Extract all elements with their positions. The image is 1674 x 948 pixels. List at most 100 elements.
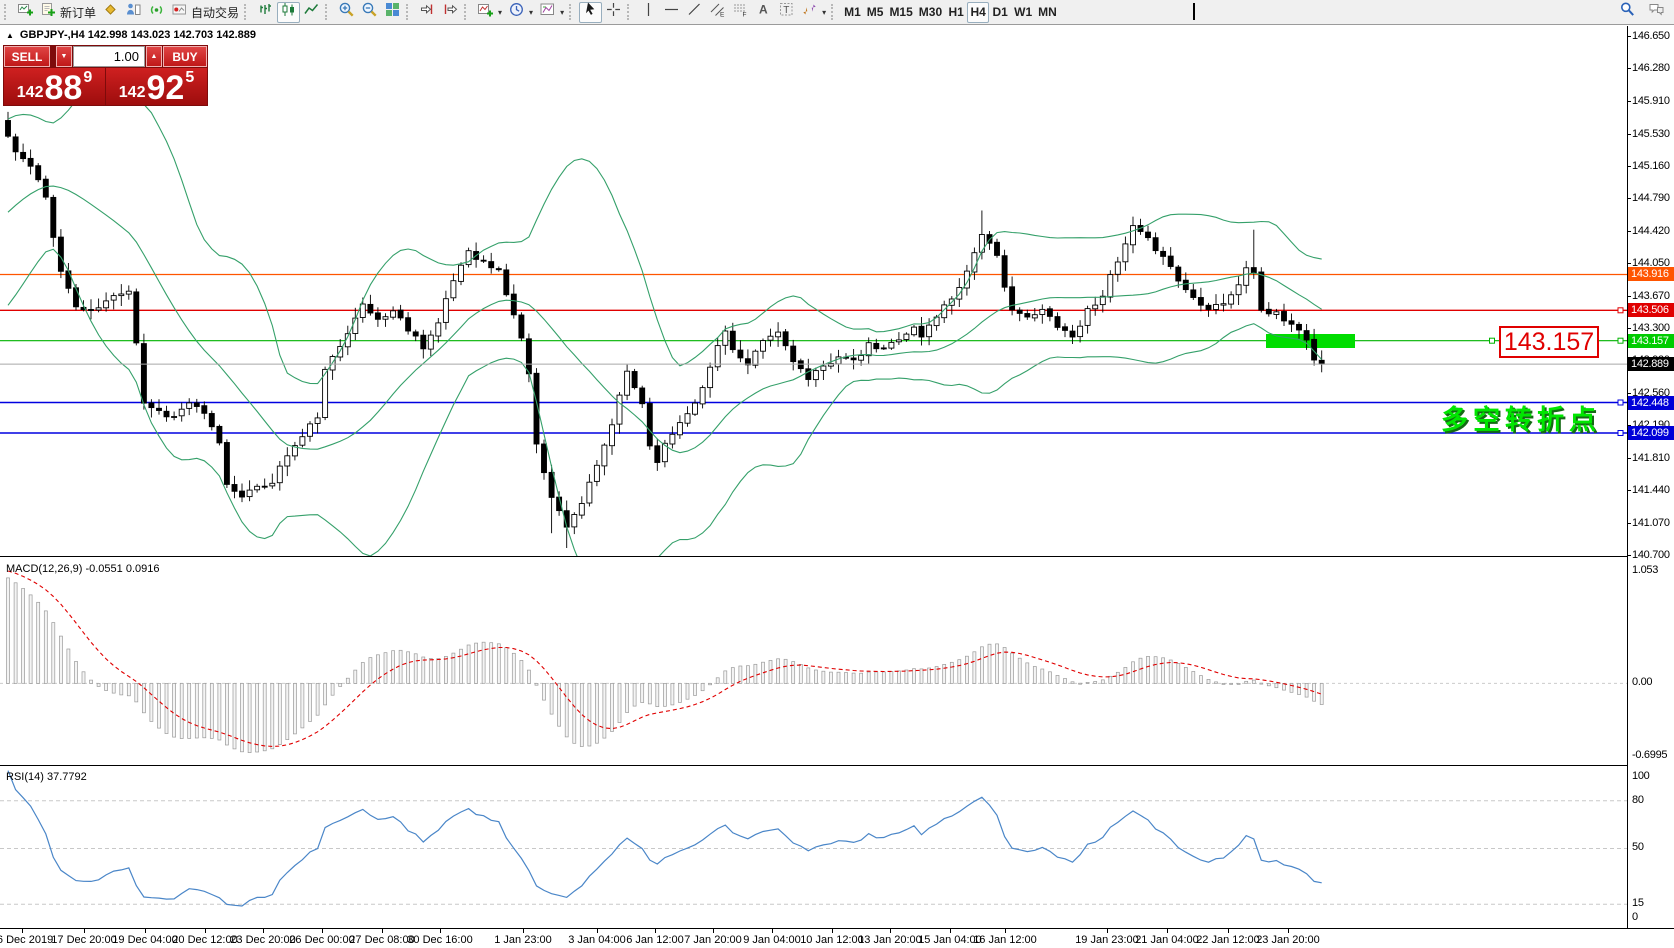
new-order-button[interactable]: 新订单	[37, 2, 99, 23]
templates-button[interactable]: ▾	[536, 2, 567, 23]
toolbar-drag-handle[interactable]	[406, 4, 412, 20]
tf-m1-button[interactable]: M1	[841, 2, 864, 23]
channel-icon: E	[709, 1, 726, 23]
pivot-text-annotation[interactable]: 多空转折点	[1441, 405, 1601, 435]
buy-button[interactable]: BUY	[163, 46, 207, 67]
toolbar-drag-handle[interactable]	[464, 4, 470, 20]
auto-trading-label: 自动交易	[191, 5, 240, 20]
trendline-icon	[686, 1, 703, 23]
chat-button[interactable]	[1645, 2, 1668, 23]
bar-chart-button[interactable]	[254, 2, 277, 23]
time-tick-mark	[382, 929, 383, 933]
tf-m5-button[interactable]: M5	[864, 2, 887, 23]
volume-input[interactable]: 1.00	[73, 46, 145, 67]
toolbar-right	[1616, 2, 1668, 23]
indicator-axis-label: 1.053	[1632, 564, 1659, 576]
time-tick-mark	[655, 929, 656, 933]
price-chart[interactable]	[0, 25, 1628, 557]
tf-m30-button[interactable]: M30	[916, 2, 945, 23]
toolbar-drag-handle[interactable]	[569, 4, 575, 20]
svg-text:T: T	[783, 5, 789, 16]
toolbar-drag-handle[interactable]	[4, 4, 10, 20]
macd-pane[interactable]	[0, 560, 1628, 766]
time-tick-label: 22 Jan 12:00	[1196, 934, 1260, 946]
time-tick-mark	[1005, 929, 1006, 933]
tf-h1-button[interactable]: H1	[945, 2, 967, 23]
price-tick-label: 146.280	[1632, 62, 1670, 74]
chevron-down-icon[interactable]: ▾	[822, 7, 827, 17]
toolbar-drag-handle[interactable]	[627, 4, 633, 20]
volume-decrease-button[interactable]: ▼	[56, 46, 72, 67]
auto-trading-button[interactable]: 自动交易	[168, 2, 242, 23]
zoom-out-button[interactable]	[358, 2, 381, 23]
text-button[interactable]: A	[752, 2, 775, 23]
new-order-icon	[40, 1, 57, 23]
signals-button[interactable]	[145, 2, 168, 23]
sell-price[interactable]: 142 88 9	[4, 68, 105, 105]
indicator-axis-label: 0.00	[1632, 676, 1653, 688]
time-tick-label: 19 Jan 23:00	[1075, 934, 1139, 946]
chart-shift-button[interactable]	[439, 2, 462, 23]
tf-m15-button[interactable]: M15	[886, 2, 915, 23]
price-tick-mark	[1627, 68, 1631, 69]
time-tick-label: 1 Jan 23:00	[494, 934, 552, 946]
sell-button[interactable]: SELL	[4, 46, 50, 67]
tf-h4-button[interactable]: H4	[967, 1, 990, 23]
toolbar-group-pointer	[567, 0, 625, 25]
new-chart-icon	[17, 1, 34, 23]
crosshair-button[interactable]	[602, 2, 625, 23]
price-tick-mark	[1627, 555, 1631, 556]
candlestick-button[interactable]	[277, 1, 301, 23]
line-chart-icon	[303, 1, 320, 23]
toolbar-drag-handle[interactable]	[325, 4, 331, 20]
toolbar: 新订单 自动交易 ▾ ▾ ▾ E F A T ▾ M1 M5 M15 M30 H1 H4 D1 W1 MN	[0, 0, 1674, 25]
search-button[interactable]	[1616, 2, 1639, 23]
fibonacci-button[interactable]: F	[729, 2, 752, 23]
price-level-annotation[interactable]: 143.157	[1499, 326, 1599, 358]
data-window-button[interactable]	[122, 2, 145, 23]
chevron-down-icon[interactable]: ▾	[560, 7, 565, 17]
auto-scroll-icon	[419, 1, 436, 23]
price-tick-label: 141.440	[1632, 484, 1670, 496]
trendline-button[interactable]	[683, 2, 706, 23]
indicators-button[interactable]: ▾	[474, 2, 505, 23]
price-level-badge: 142.099	[1628, 426, 1674, 440]
time-tick-mark	[22, 929, 23, 933]
tf-w1-button[interactable]: W1	[1011, 2, 1035, 23]
buy-price[interactable]: 142 92 5	[106, 68, 207, 105]
tile-windows-button[interactable]	[381, 2, 404, 23]
vertical-line-button[interactable]	[637, 2, 660, 23]
tf-d1-button[interactable]: D1	[989, 2, 1011, 23]
zoom-in-button[interactable]	[335, 2, 358, 23]
horizontal-line-button[interactable]	[660, 2, 683, 23]
chevron-down-icon[interactable]: ▾	[529, 7, 534, 17]
volume-increase-button[interactable]: ▲	[146, 46, 162, 67]
periods-button[interactable]: ▾	[505, 2, 536, 23]
time-tick-mark	[713, 929, 714, 933]
collapse-icon[interactable]: ▲	[6, 30, 14, 40]
market-watch-button[interactable]	[99, 2, 122, 23]
rsi-pane[interactable]	[0, 769, 1628, 928]
bar-chart-icon	[257, 1, 274, 23]
tf-mn-button[interactable]: MN	[1035, 2, 1060, 23]
cursor-button[interactable]	[579, 1, 603, 23]
line-chart-button[interactable]	[300, 2, 323, 23]
tf-m30-label: M30	[918, 5, 943, 19]
new-chart-button[interactable]	[14, 2, 37, 23]
time-tick-mark	[950, 929, 951, 933]
svg-text:F: F	[743, 12, 747, 19]
toolbar-drag-handle[interactable]	[244, 4, 250, 20]
arrows-button[interactable]: ▾	[798, 2, 829, 23]
toolbar-drag-handle[interactable]	[831, 4, 837, 20]
indicator-axis-label: 100	[1632, 770, 1650, 782]
equidistant-channel-button[interactable]: E	[706, 2, 729, 23]
price-tick-label: 145.160	[1632, 160, 1670, 172]
chevron-down-icon[interactable]: ▾	[498, 7, 503, 17]
tf-h1-label: H1	[948, 5, 964, 19]
time-tick-mark	[772, 929, 773, 933]
text-label-button[interactable]: T	[775, 2, 798, 23]
auto-scroll-button[interactable]	[416, 2, 439, 23]
toolbar-group-zoom	[323, 0, 404, 25]
time-tick-mark	[832, 929, 833, 933]
time-tick-label: 10 Jan 12:00	[800, 934, 864, 946]
